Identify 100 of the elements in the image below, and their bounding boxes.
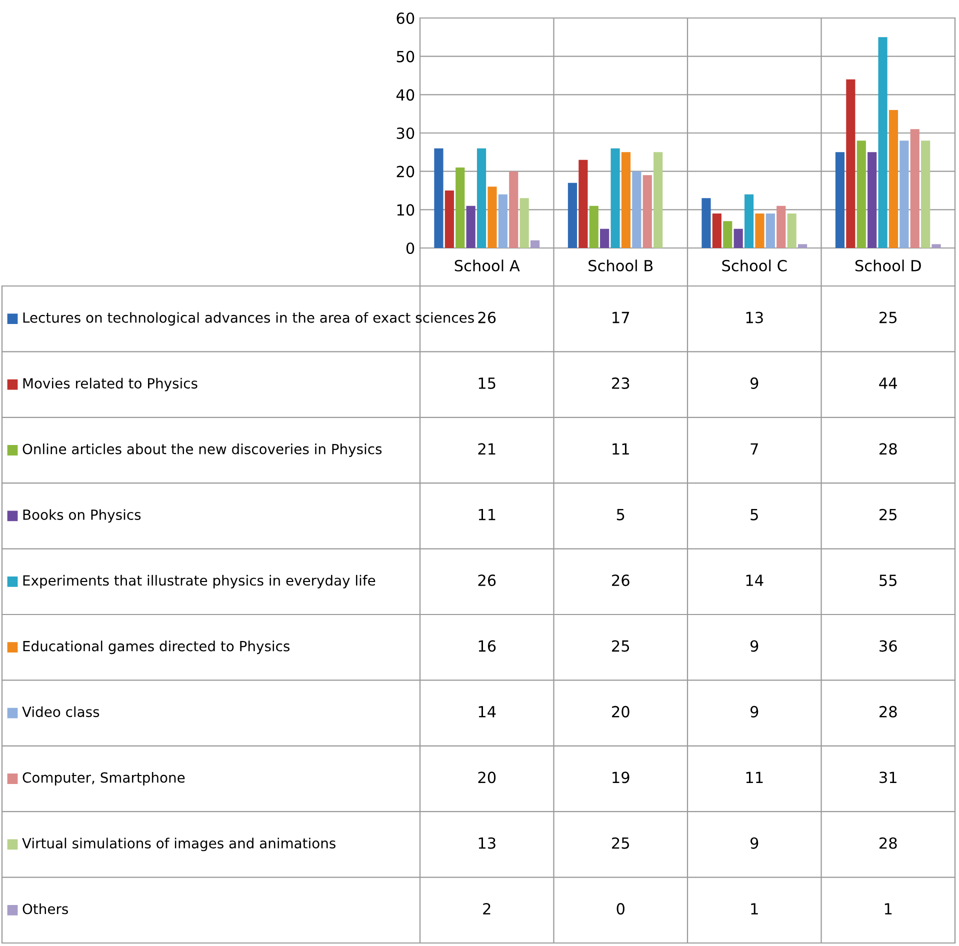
bar: [444, 190, 454, 248]
x-tick-label: School C: [722, 260, 787, 272]
data-label: 16: [478, 640, 496, 652]
y-tick-label: 20: [396, 166, 414, 178]
bar: [888, 110, 898, 248]
legend-label: Educational games directed to Physics: [23, 640, 290, 654]
legend-label: Virtual simulations of images and animations: [22, 838, 336, 852]
data-label: 25: [880, 312, 897, 324]
bar: [755, 214, 764, 248]
y-tick-label: 50: [396, 50, 414, 62]
bar: [766, 214, 775, 248]
data-label: 36: [880, 640, 897, 652]
data-label: 0: [616, 903, 624, 915]
bar: [654, 152, 663, 248]
data-label: 25: [612, 837, 630, 849]
legend-label: Video class: [22, 706, 100, 718]
data-label: 1: [884, 903, 892, 914]
bar: [723, 221, 732, 248]
y-tick-label: 0: [406, 242, 414, 254]
data-label: 17: [612, 312, 630, 324]
bar: [712, 214, 722, 248]
data-label: 11: [746, 772, 763, 783]
bar: [434, 148, 444, 248]
x-tick-label: School B: [588, 260, 653, 272]
x-tick-label: School D: [855, 260, 921, 272]
data-label: 9: [750, 706, 758, 718]
data-label: 44: [879, 378, 897, 389]
legend-label: Movies related to Physics: [23, 378, 198, 392]
data-label: 13: [746, 312, 763, 324]
bar: [846, 79, 856, 248]
x-tick-label: School A: [454, 260, 520, 272]
bar: [456, 168, 465, 248]
bar: [921, 140, 930, 248]
data-label: 26: [478, 574, 496, 586]
bar: [466, 206, 476, 248]
bar: [734, 228, 743, 248]
bar: [835, 152, 845, 248]
data-label: 14: [478, 706, 496, 718]
legend-label: Online articles about the new discoveries in Physics: [22, 444, 382, 457]
bar: [476, 148, 486, 248]
bar: [868, 152, 877, 248]
bar: [744, 194, 754, 248]
bar: [856, 140, 866, 248]
data-label: 55: [880, 574, 897, 586]
legend-label: Others: [22, 903, 68, 914]
legend-label: Computer, Smartphone: [22, 772, 185, 786]
bar: [621, 152, 631, 248]
data-label: 11: [478, 509, 496, 520]
data-label: 21: [478, 443, 496, 454]
bar: [568, 182, 578, 248]
bar: [798, 244, 808, 248]
bar: [509, 171, 518, 248]
bar: [787, 214, 796, 248]
bar: [530, 240, 540, 248]
bar: [702, 198, 711, 248]
data-label: 9: [750, 640, 758, 652]
data-label: 15: [478, 378, 496, 389]
bar: [610, 148, 620, 248]
data-label: 9: [750, 837, 758, 849]
data-label: 28: [880, 706, 897, 718]
bar: [776, 206, 786, 248]
data-label: 31: [880, 772, 896, 784]
data-label: 5: [616, 509, 624, 520]
bar: [589, 206, 598, 248]
legend-label: Experiments that illustrate physics in everyday life: [23, 574, 376, 588]
data-label: 23: [612, 377, 630, 389]
data-label: 9: [750, 377, 758, 389]
bar: [910, 129, 920, 248]
data-label: 25: [612, 640, 630, 652]
bar: [632, 171, 642, 248]
legend-label: Books on Physics: [23, 509, 141, 523]
data-label: 14: [746, 574, 764, 586]
data-label: 25: [880, 508, 897, 520]
data-label: 5: [750, 509, 758, 520]
bar: [578, 160, 588, 248]
data-label: 20: [478, 772, 496, 784]
data-label: 28: [880, 837, 897, 849]
bar: [498, 194, 508, 248]
data-label: 7: [750, 443, 758, 454]
data-label: 2: [483, 903, 490, 914]
data-label: 26: [478, 312, 496, 324]
bar: [642, 175, 652, 248]
data-label: 26: [612, 574, 630, 586]
data-label: 20: [612, 706, 630, 718]
legend-label: Lectures on technological advances in the area of exact sciences: [23, 312, 474, 326]
bar: [600, 228, 610, 248]
data-label: 19: [612, 772, 630, 784]
data-label: 1: [751, 903, 758, 914]
bar: [520, 198, 529, 248]
bar: [878, 37, 888, 248]
bar: [900, 140, 909, 248]
data-label: 28: [880, 443, 897, 455]
y-tick-label: 10: [397, 204, 414, 216]
bar: [932, 244, 941, 248]
y-tick-label: 60: [396, 12, 414, 24]
y-tick-label: 30: [396, 127, 414, 140]
data-label: 13: [478, 837, 496, 849]
bar: [488, 186, 497, 248]
data-label: 11: [612, 443, 629, 454]
y-tick-label: 40: [396, 89, 414, 101]
